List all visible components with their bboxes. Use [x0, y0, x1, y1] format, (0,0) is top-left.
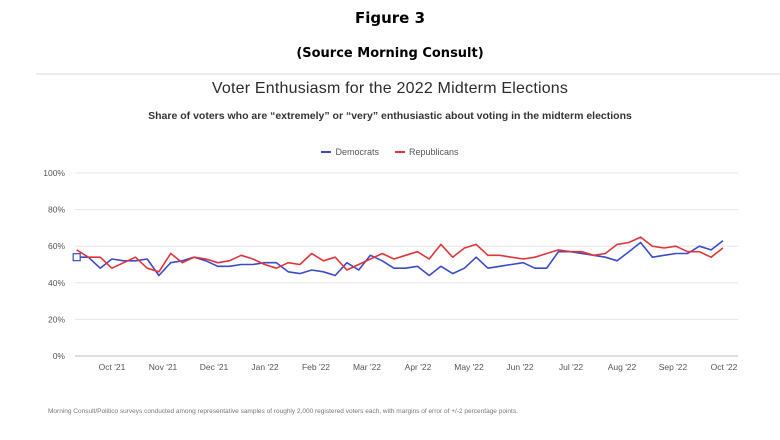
x-tick-label: Jan '22 — [251, 362, 278, 372]
x-tick-label: Apr '22 — [405, 362, 432, 372]
x-tick-label: Mar '22 — [353, 362, 381, 372]
chart-title: Voter Enthusiasm for the 2022 Midterm El… — [211, 80, 569, 97]
series-line-democrats — [76, 240, 724, 277]
legend-item-republicans[interactable]: Republicans — [394, 147, 459, 157]
y-tick-label: 100% — [43, 168, 65, 178]
y-tick-label: 0% — [53, 351, 66, 361]
chart-legend: Democrats Republicans — [0, 147, 780, 157]
legend-item-democrats[interactable]: Democrats — [321, 147, 379, 157]
legend-swatch-republicans — [394, 151, 405, 153]
x-tick-label: Jun '22 — [506, 362, 533, 372]
figure-label: Figure 3 — [354, 9, 426, 27]
x-tick-label: Sep '22 — [659, 362, 688, 372]
x-tick-label: Feb '22 — [302, 362, 330, 372]
y-tick-label: 80% — [48, 205, 65, 215]
y-tick-label: 60% — [48, 241, 65, 251]
x-tick-label: Oct '21 — [99, 362, 126, 372]
figure-source: (Source Morning Consult) — [296, 46, 484, 61]
x-tick-label: Aug '22 — [608, 362, 637, 372]
series-start-marker — [72, 253, 81, 262]
series-line-republicans — [76, 236, 724, 273]
x-tick-label: Dec '21 — [200, 362, 229, 372]
chart-subtitle: Share of voters who are “extremely” or “… — [148, 110, 632, 122]
x-tick-label: Oct '22 — [711, 362, 738, 372]
x-tick-label: Jul '22 — [559, 362, 584, 372]
footnote: Morning Consult/Politico surveys conduct… — [48, 408, 518, 415]
legend-label-republicans: Republicans — [408, 147, 459, 157]
legend-swatch-democrats — [321, 151, 332, 153]
x-tick-label: May '22 — [454, 362, 484, 372]
y-tick-label: 40% — [48, 278, 65, 288]
x-tick-label: Nov '21 — [149, 362, 178, 372]
header-divider — [36, 73, 780, 75]
y-tick-label: 20% — [48, 314, 65, 324]
legend-label-democrats: Democrats — [335, 147, 379, 157]
